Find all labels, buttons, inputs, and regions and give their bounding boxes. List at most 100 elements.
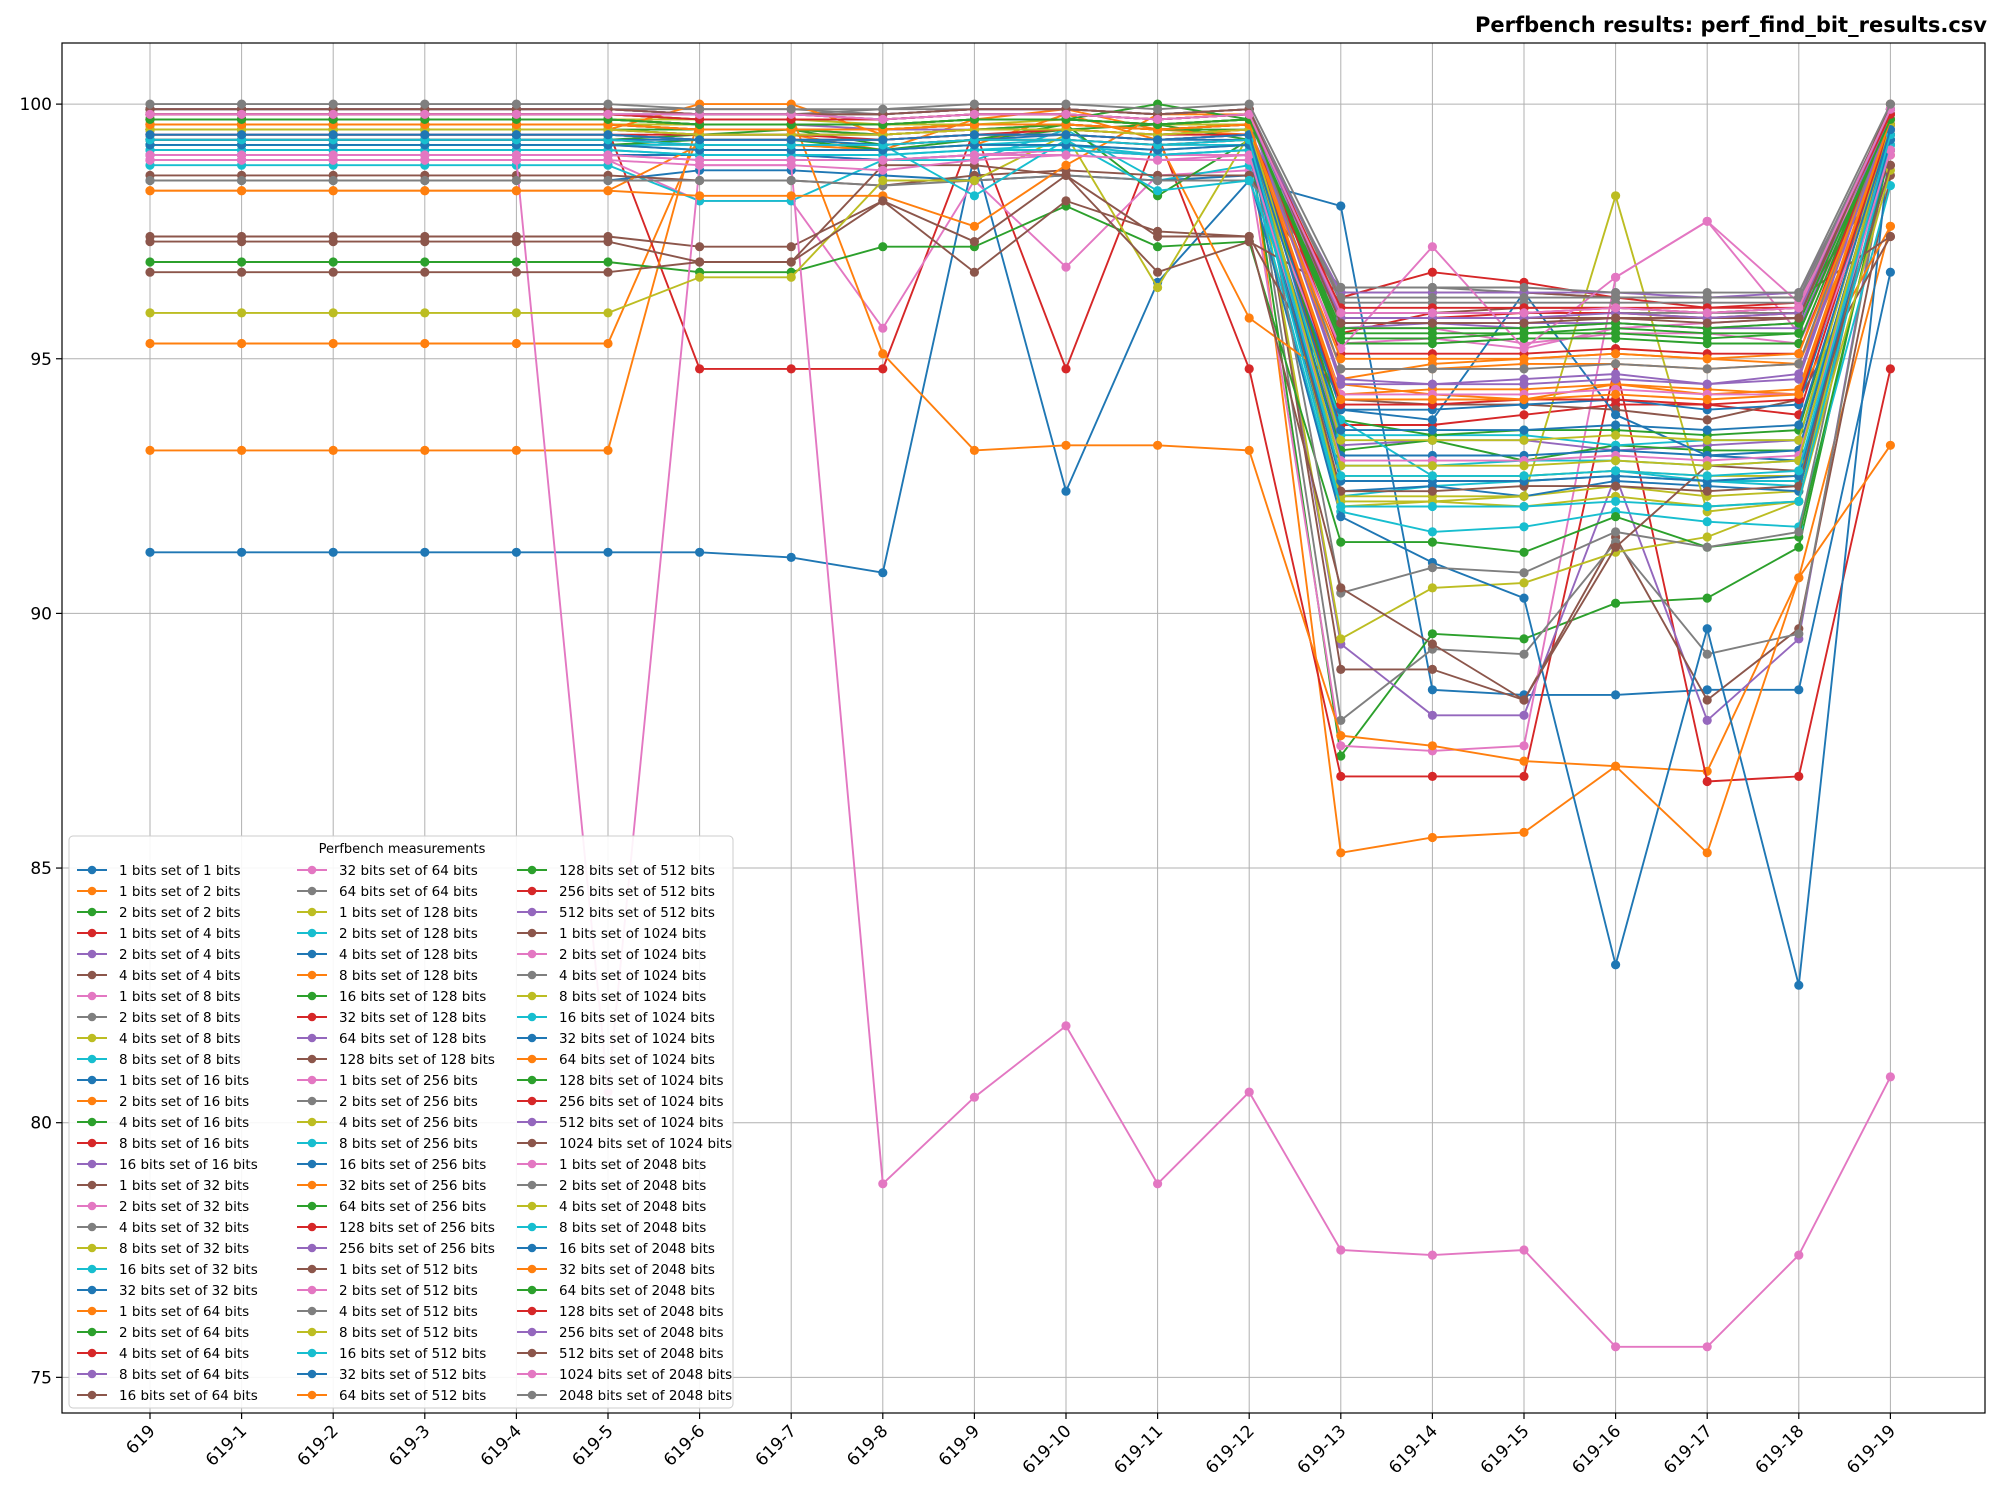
data-point [1702,486,1712,496]
data-point [1427,461,1437,471]
legend-label: 16 bits set of 128 bits [339,989,486,1005]
data-point [1153,267,1163,277]
legend-swatch-marker [307,865,317,875]
data-point [695,547,705,557]
data-point [328,547,338,557]
data-point [237,175,247,186]
data-point [1153,231,1163,242]
data-point [603,547,613,557]
data-point [1519,756,1529,766]
data-point [1061,364,1071,374]
legend-label: 4 bits set of 32 bits [119,1220,249,1236]
legend-label: 8 bits set of 1024 bits [559,989,706,1005]
data-point [603,99,613,109]
legend-swatch-marker [307,1306,317,1316]
legend-item: 16 bits set of 256 bits [297,1157,486,1173]
legend-label: 2 bits set of 16 bits [119,1094,249,1110]
data-point [1336,486,1346,496]
data-point [1519,435,1529,445]
data-point [328,175,338,186]
data-point [1519,771,1529,782]
legend-item: 512 bits set of 512 bits [517,905,715,921]
data-point [1611,272,1621,282]
data-point [237,445,247,455]
data-point [1794,313,1804,323]
data-point [1794,374,1804,384]
legend-item: 1 bits set of 16 bits [77,1073,249,1089]
data-point [603,109,613,119]
data-point [1519,318,1529,328]
data-point [1427,425,1437,435]
data-point [695,175,705,186]
legend-item: 2 bits set of 32 bits [77,1199,249,1215]
data-point [1611,466,1621,476]
data-point [1519,308,1529,318]
legend-swatch-marker [307,907,317,917]
legend-swatch-marker [307,1285,317,1295]
legend-swatch-marker [527,991,537,1001]
data-point [1702,532,1712,542]
y-tick-label: 75 [30,1368,52,1388]
data-point [1336,293,1346,303]
legend-item: 4 bits set of 32 bits [77,1220,249,1236]
legend-label: 64 bits set of 1024 bits [559,1052,715,1068]
legend-box [68,835,734,1409]
data-point [1336,634,1346,644]
series-path [150,118,1892,330]
legend-label: 256 bits set of 2048 bits [559,1325,724,1341]
data-point [1794,1250,1804,1260]
data-point [1427,527,1437,537]
legend-swatch-marker [527,1264,537,1274]
data-point [1519,394,1529,405]
data-point [237,267,247,277]
data-point [145,338,155,349]
data-point [1885,99,1895,109]
legend: Perfbench measurements 1 bits set of 1 bi… [68,835,734,1409]
legend-item: 8 bits set of 1024 bits [517,989,706,1005]
data-point [237,237,247,247]
legend-item: 64 bits set of 1024 bits [517,1052,715,1068]
legend-label: 32 bits set of 2048 bits [559,1262,715,1278]
data-point [786,272,796,282]
data-point [1519,547,1529,557]
data-point [1702,216,1712,226]
data-point [1611,527,1621,537]
legend-label: 128 bits set of 256 bits [339,1220,495,1236]
legend-item: 64 bits set of 2048 bits [517,1283,715,1299]
data-point [1061,486,1071,496]
data-point [1336,282,1346,293]
data-point [511,267,521,277]
data-point [328,109,338,119]
legend-swatch-marker [307,1390,317,1400]
data-point [1611,430,1621,440]
data-point [969,267,980,277]
legend-swatch-marker [527,1033,537,1043]
chart-title: Perfbench results: perf_find_bit_results… [1475,13,1987,37]
data-point [1336,425,1346,435]
legend-item: 256 bits set of 1024 bits [517,1094,724,1110]
legend-label: 1024 bits set of 2048 bits [559,1367,732,1383]
data-point [420,338,430,349]
legend-swatch-marker [527,907,537,917]
data-point [1519,410,1529,420]
legend-label: 512 bits set of 2048 bits [559,1346,724,1362]
data-point [1061,109,1071,119]
data-point [1611,481,1621,491]
legend-item: 1 bits set of 2048 bits [517,1157,706,1173]
legend-swatch-marker [527,1285,537,1295]
legend-label: 16 bits set of 256 bits [339,1157,486,1173]
data-point [1702,1342,1712,1352]
data-point [1427,379,1437,389]
y-tick-label: 90 [30,604,52,624]
data-point [878,242,888,252]
legend-item: 8 bits set of 32 bits [77,1241,249,1257]
data-point [603,130,613,140]
data-point [1611,328,1621,338]
y-tick-label: 95 [30,350,52,370]
series-layer [145,99,1895,1352]
data-point [1427,639,1437,649]
legend-label: 2 bits set of 2048 bits [559,1178,706,1194]
data-point [145,547,155,557]
legend-item: 1 bits set of 256 bits [297,1073,478,1089]
legend-item: 1 bits set of 512 bits [297,1262,478,1278]
